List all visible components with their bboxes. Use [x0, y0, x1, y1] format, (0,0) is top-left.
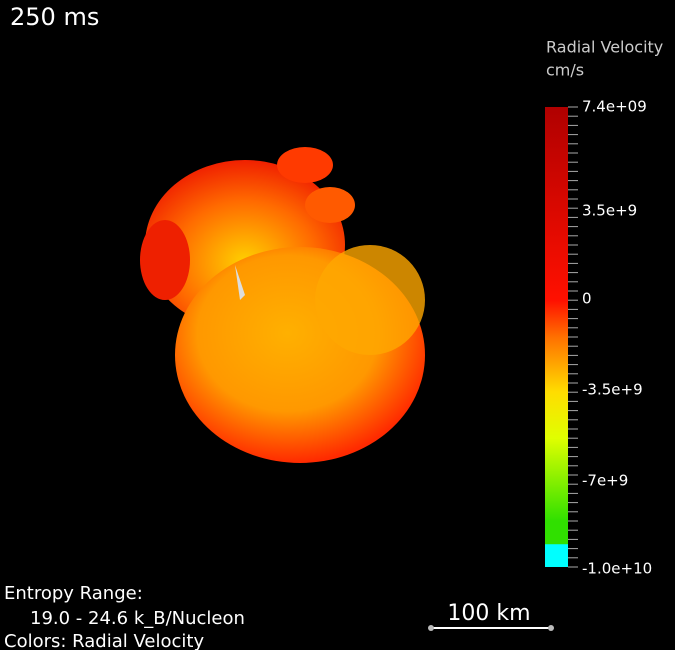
colorbar-tick-label: 3.5e+9	[582, 202, 637, 220]
scale-bar-end	[548, 625, 554, 631]
scale-bar-label: 100 km	[447, 601, 530, 626]
colorbar-ticks	[568, 106, 578, 568]
colorbar	[545, 107, 568, 567]
colorbar-tick-label: 0	[582, 290, 592, 308]
colorbar-labels: 7.4e+09 3.5e+9 0 -3.5e+9 -7e+9 -1.0e+10	[582, 98, 652, 578]
caption: Entropy Range: 19.0 - 24.6 k_B/Nucleon C…	[4, 583, 245, 650]
colorbar-unit: cm/s	[546, 61, 584, 80]
time-label: 250 ms	[10, 3, 99, 31]
scale-bar-end	[428, 625, 434, 631]
caption-line: 19.0 - 24.6 k_B/Nucleon	[30, 608, 245, 629]
colorbar-title: Radial Velocity	[546, 38, 663, 57]
colorbar-tick-label: 7.4e+09	[582, 98, 647, 116]
caption-line: Entropy Range:	[4, 583, 143, 604]
colorbar-tick-label: -3.5e+9	[582, 381, 643, 399]
caption-line: Colors: Radial Velocity	[4, 631, 204, 650]
colorbar-tick-label: -7e+9	[582, 472, 628, 490]
simulation-render	[140, 147, 425, 463]
colorbar-tick-label: -1.0e+10	[582, 560, 652, 578]
